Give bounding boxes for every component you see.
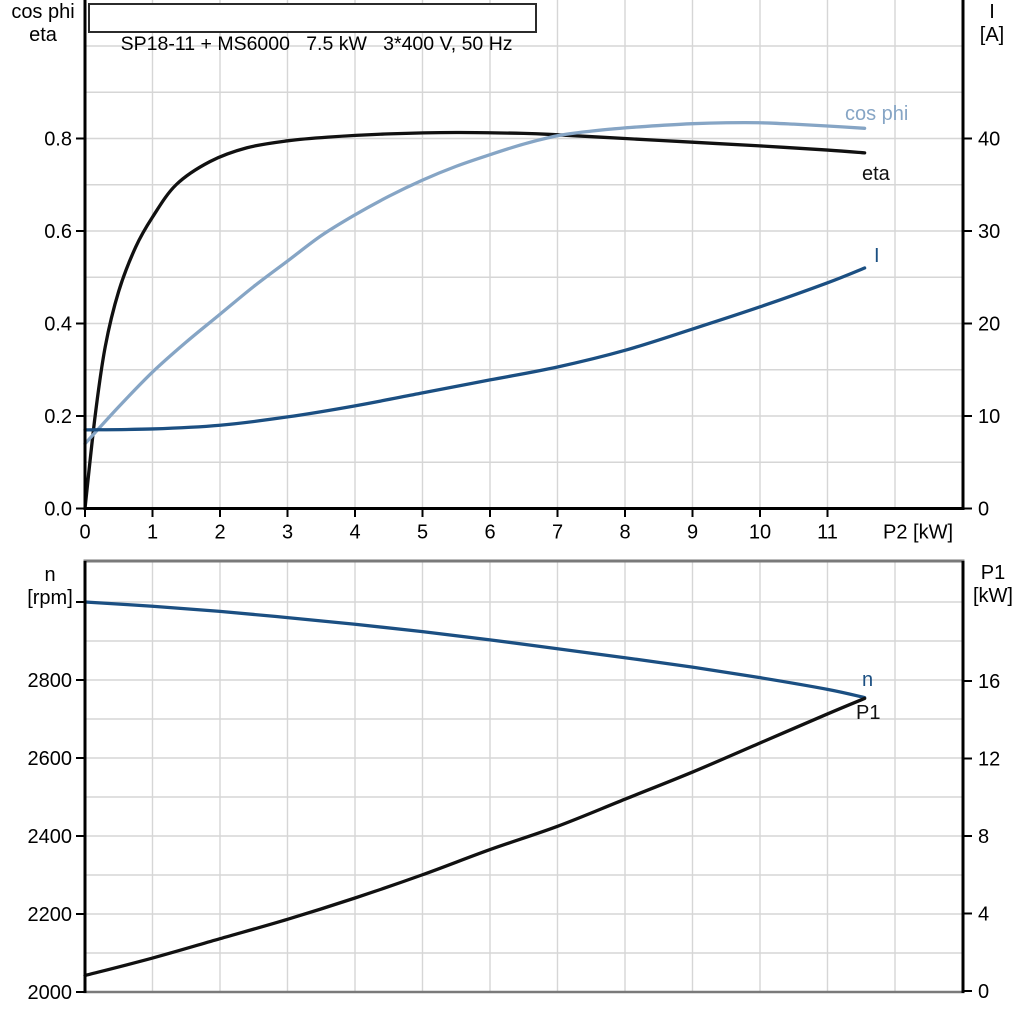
top-right-axis-header: I [A] (961, 1, 1023, 47)
axis-header-p1-unit: [kW] (962, 585, 1024, 608)
x-axis-tick-label: 0 (79, 522, 90, 544)
curve-I (85, 268, 865, 430)
curve-label-n: n (862, 669, 873, 691)
curve-cos-phi (85, 123, 865, 444)
x-axis-tick-label: 11 (817, 522, 838, 544)
curve-P1 (85, 698, 865, 975)
right-axis-tick-label: 10 (978, 406, 1000, 428)
bottom-left-axis-header: n [rpm] (10, 564, 90, 610)
left-axis-tick-label: 0.2 (44, 406, 72, 428)
right-axis-tick-label: 8 (978, 826, 989, 848)
right-axis-tick-label: 30 (978, 221, 1000, 243)
curve-label-P1: P1 (856, 702, 880, 724)
chart-title-box: SP18-11 + MS6000 7.5 kW 3*400 V, 50 Hz (88, 3, 537, 33)
top-left-axis-header: cos phi eta (3, 1, 83, 47)
x-axis-tick-label: 1 (147, 522, 158, 544)
axis-header-eta: eta (3, 24, 83, 47)
axis-header-current: I (961, 1, 1023, 24)
chart-canvas: etacos phiInP10.00.20.40.60.801020304001… (0, 0, 1024, 1024)
x-axis-tick-label: 2 (214, 522, 225, 544)
axis-header-speed: n (10, 564, 90, 587)
x-axis-tick-label: 3 (282, 522, 293, 544)
chart-title: SP18-11 + MS6000 7.5 kW 3*400 V, 50 Hz (121, 33, 513, 55)
left-axis-tick-label: 2000 (28, 982, 73, 1004)
right-axis-tick-label: 0 (978, 981, 989, 1003)
left-axis-tick-label: 2600 (28, 748, 73, 770)
right-axis-tick-label: 20 (978, 314, 1000, 336)
axis-header-p1: P1 (962, 562, 1024, 585)
left-axis-tick-label: 0.8 (44, 129, 72, 151)
x-axis-tick-label: 9 (687, 522, 698, 544)
curve-label-eta: eta (862, 163, 891, 185)
right-axis-tick-label: 4 (978, 904, 989, 926)
left-axis-tick-label: 2200 (28, 904, 73, 926)
axis-header-current-unit: [A] (961, 24, 1023, 47)
curve-eta (85, 132, 865, 508)
x-axis-tick-label: 10 (749, 522, 771, 544)
axis-header-cosphi: cos phi (3, 1, 83, 24)
right-axis-tick-label: 0 (978, 499, 989, 521)
x-axis-tick-label: 4 (349, 522, 360, 544)
left-axis-tick-label: 0.0 (44, 499, 72, 521)
x-axis-tick-label: 7 (552, 522, 563, 544)
pump-performance-chart: etacos phiInP10.00.20.40.60.801020304001… (0, 0, 1024, 1024)
left-axis-tick-label: 2800 (28, 670, 73, 692)
axis-header-speed-unit: [rpm] (10, 587, 90, 610)
x-axis-title: P2 [kW] (883, 522, 953, 544)
curve-label-I: I (874, 245, 880, 267)
left-axis-tick-label: 0.4 (44, 314, 72, 336)
x-axis-tick-label: 5 (417, 522, 428, 544)
left-axis-tick-label: 2400 (28, 826, 73, 848)
right-axis-tick-label: 12 (978, 749, 1000, 771)
curve-n (85, 602, 865, 698)
x-axis-tick-label: 6 (484, 522, 495, 544)
left-axis-tick-label: 0.6 (44, 221, 72, 243)
right-axis-tick-label: 16 (978, 671, 1000, 693)
x-axis-tick-label: 8 (619, 522, 630, 544)
curve-label-cos-phi: cos phi (845, 103, 908, 125)
bottom-right-axis-header: P1 [kW] (962, 562, 1024, 608)
right-axis-tick-label: 40 (978, 129, 1000, 151)
